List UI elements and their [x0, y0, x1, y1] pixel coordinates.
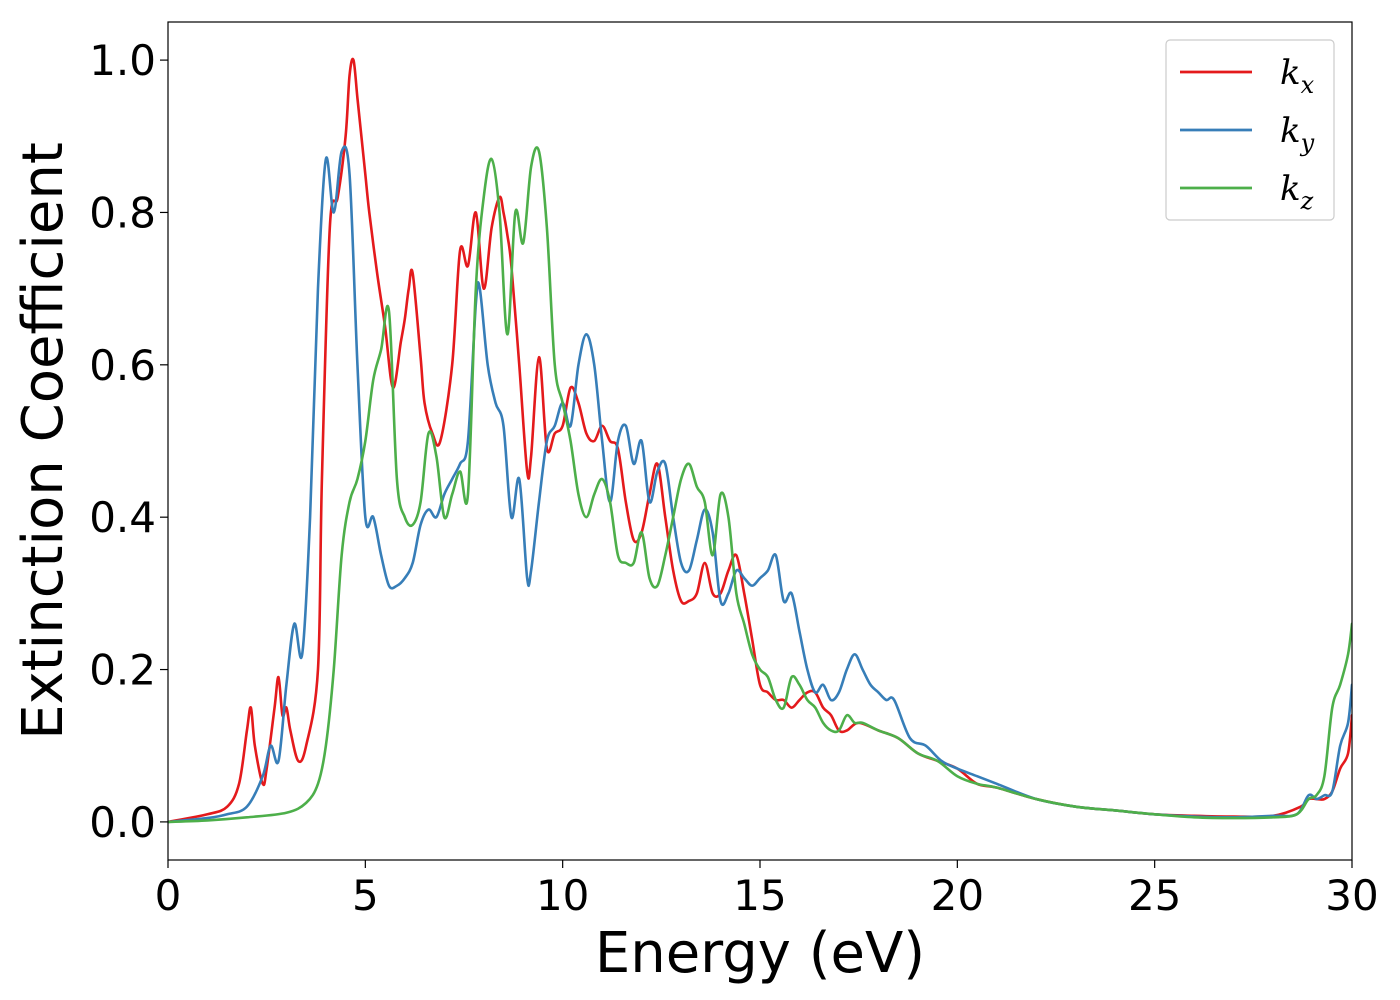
x-tick-label: 25 [1128, 871, 1181, 920]
x-tick-label: 30 [1325, 871, 1378, 920]
x-tick-label: 20 [931, 871, 984, 920]
plot-frame [167, 21, 1353, 861]
series-line-z [168, 146, 1352, 824]
y-tick-label: 0.8 [89, 188, 156, 237]
legend: kx ky kz [1165, 39, 1335, 221]
series-line-y [168, 145, 1352, 824]
legend-label-y: ky [1280, 111, 1315, 157]
y-tick-label: 0.2 [89, 646, 156, 695]
ticks-layer: 0 5 10 15 20 25 30 0.0 0.2 0.4 0.6 0.8 1.0 [89, 36, 1379, 920]
series-layer [168, 57, 1352, 824]
y-tick-label: 1.0 [89, 36, 156, 85]
legend-label-z: kz [1280, 169, 1314, 215]
y-tick-label: 0.0 [89, 798, 156, 847]
x-tick-label: 10 [536, 871, 589, 920]
x-tick-label: 0 [155, 871, 182, 920]
y-axis-title: Extinction Coefficient [11, 142, 76, 740]
y-tick-label: 0.6 [89, 341, 156, 390]
x-tick-label: 5 [352, 871, 379, 920]
legend-label-x: kx [1280, 53, 1315, 99]
x-tick-label: 15 [733, 871, 786, 920]
x-axis-title: Energy (eV) [595, 921, 925, 986]
y-tick-label: 0.4 [89, 493, 156, 542]
